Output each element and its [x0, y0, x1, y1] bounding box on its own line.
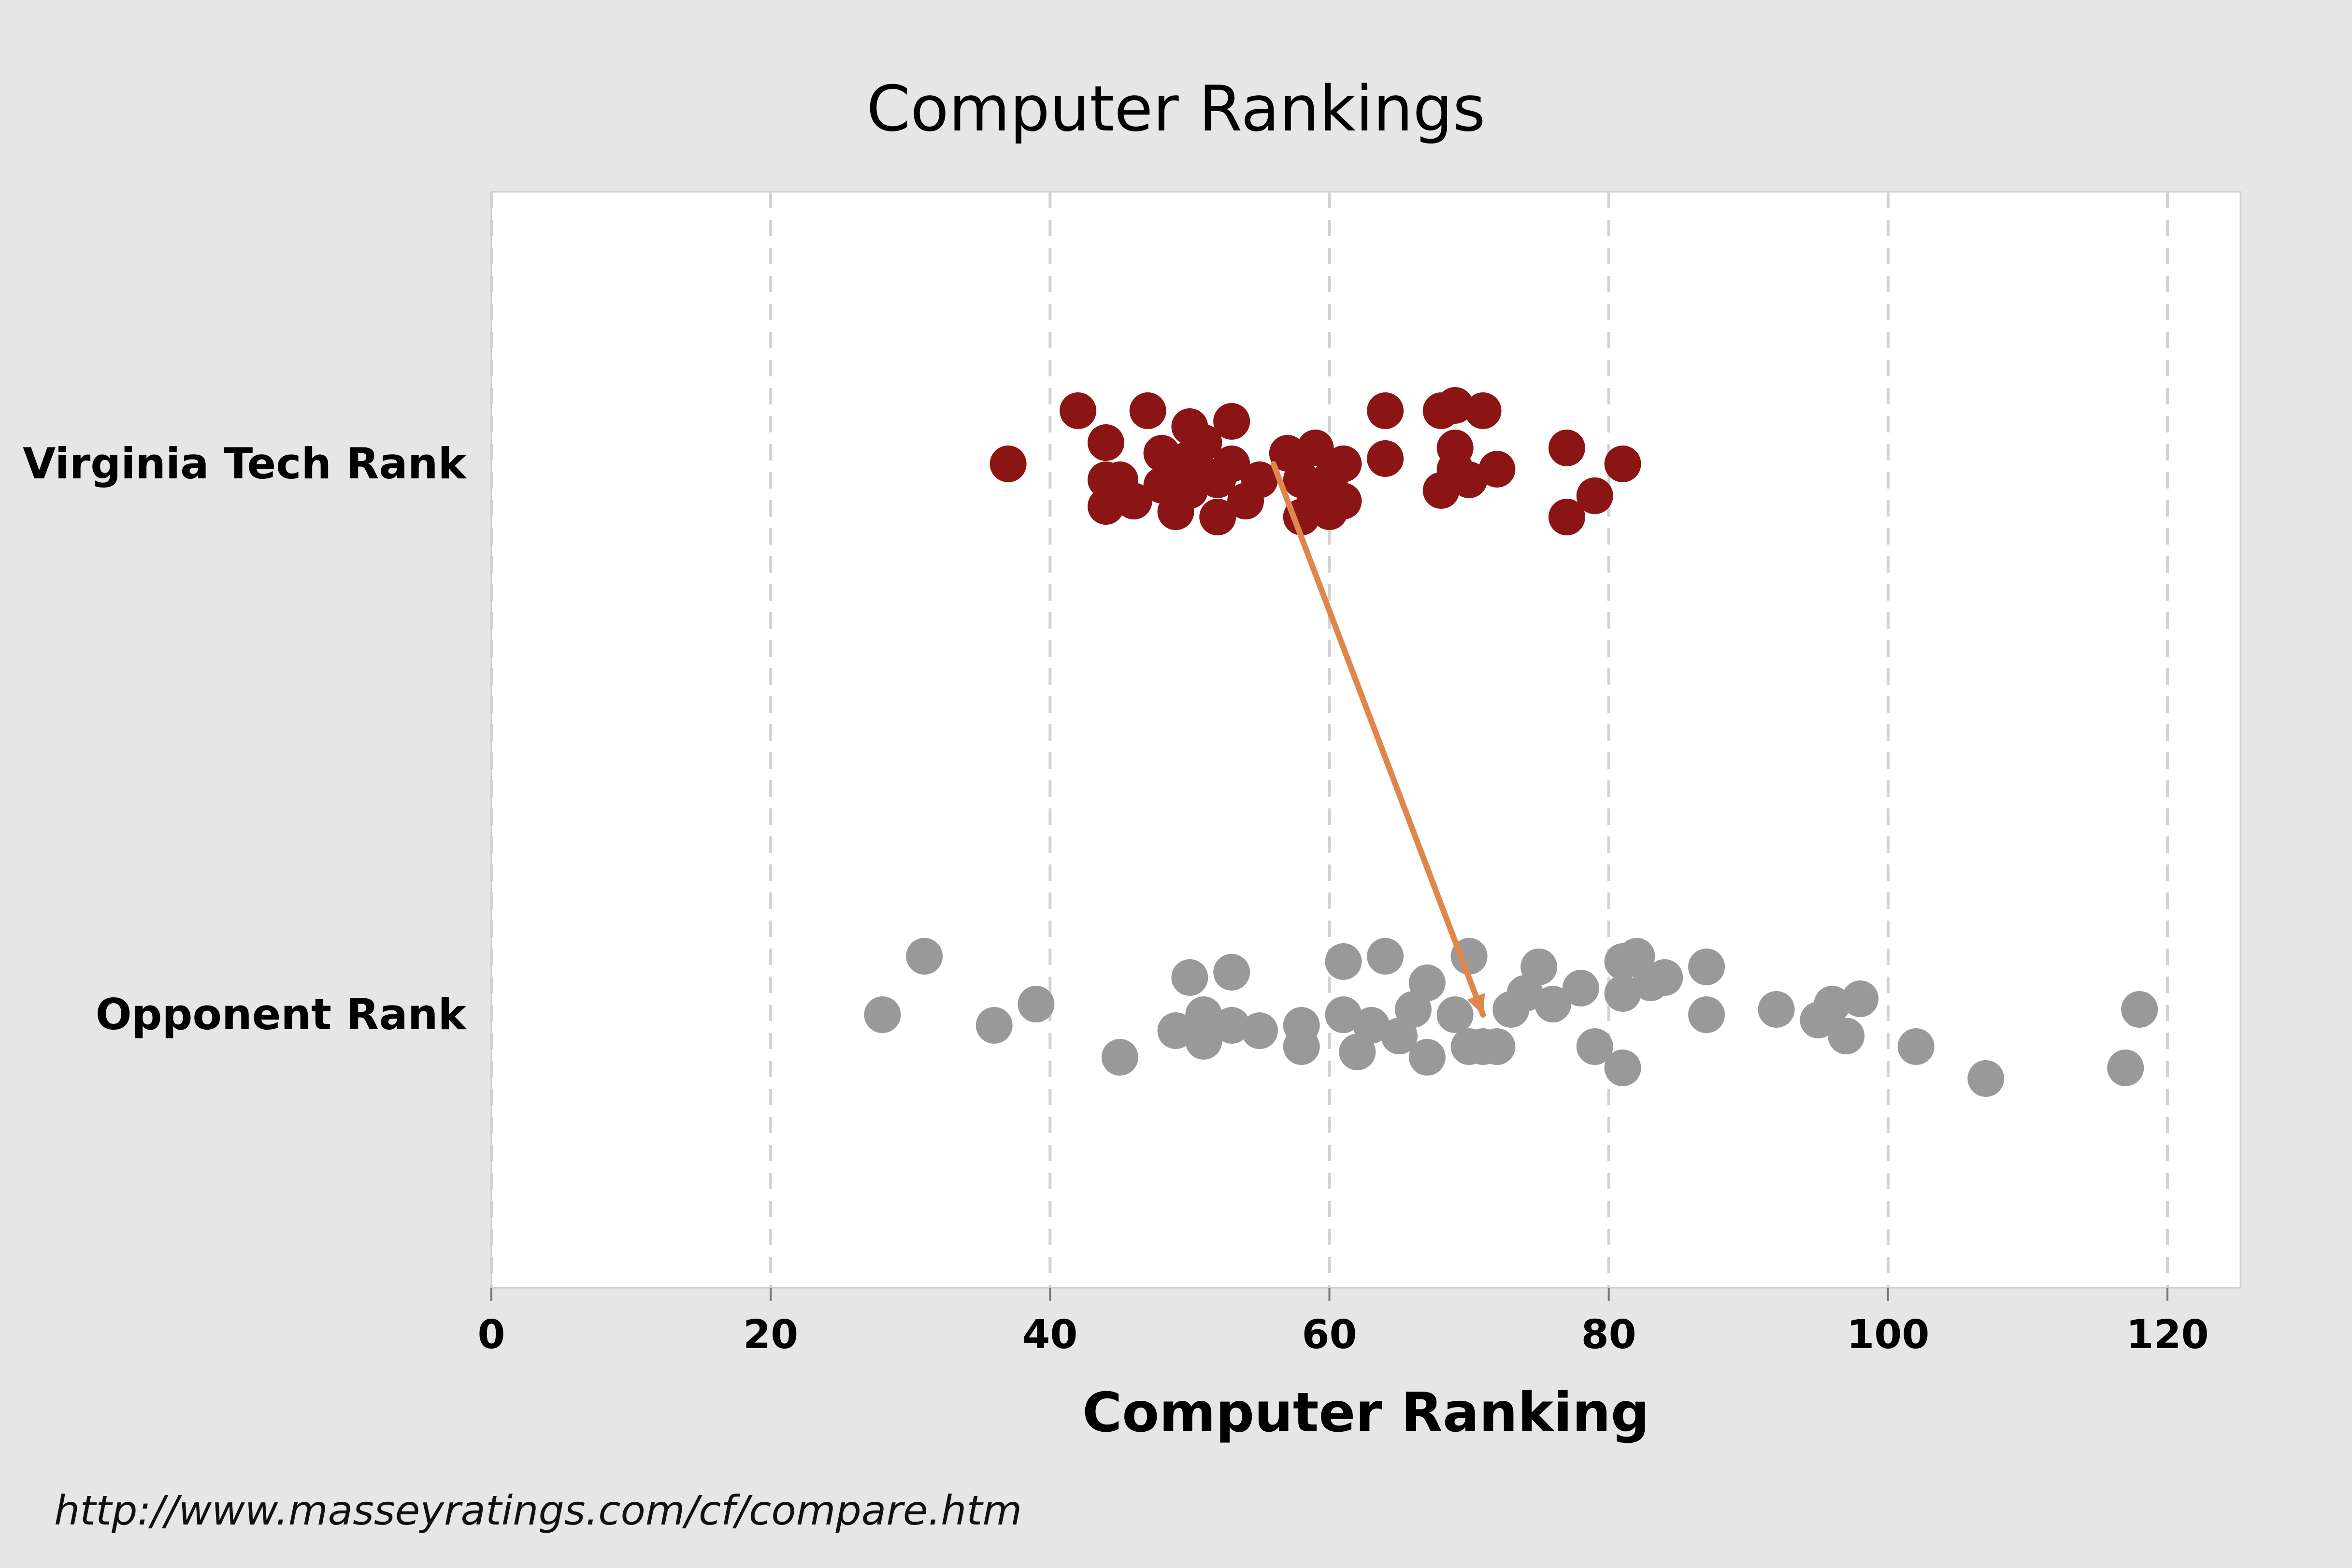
- data-point: [1548, 499, 1585, 535]
- data-point: [1576, 1028, 1613, 1065]
- data-point: [864, 996, 901, 1033]
- data-point: [1828, 1018, 1865, 1054]
- data-point: [1604, 975, 1641, 1012]
- data-point: [1436, 996, 1474, 1033]
- data-point: [1814, 986, 1851, 1022]
- data-point: [975, 1007, 1013, 1044]
- data-point: [1241, 461, 1278, 498]
- data-point: [1688, 949, 1725, 985]
- x-tick-label: 20: [743, 1312, 798, 1358]
- data-point: [1478, 1028, 1516, 1065]
- data-point: [1408, 964, 1446, 1001]
- data-point: [906, 938, 943, 975]
- data-point: [1897, 1028, 1935, 1065]
- data-point: [1367, 440, 1404, 477]
- data-point: [1087, 424, 1124, 461]
- data-point: [1213, 403, 1250, 440]
- data-point: [1171, 959, 1208, 996]
- x-tick-label: 0: [477, 1312, 505, 1358]
- data-point: [1367, 938, 1404, 975]
- data-point: [1604, 1050, 1641, 1086]
- data-point: [1129, 392, 1166, 429]
- data-point: [1548, 430, 1585, 466]
- y-axis-categories: Virginia Tech Rank Opponent Rank: [23, 439, 467, 1039]
- arrow-shaft: [1270, 461, 1486, 1018]
- x-tick-label: 80: [1581, 1312, 1636, 1358]
- x-grid-lines: [490, 192, 2169, 1288]
- data-point: [1325, 446, 1362, 482]
- data-point: [1450, 461, 1488, 498]
- data-point: [1185, 1023, 1222, 1060]
- x-axis: 0 20 40 60 80 100 120: [477, 1288, 2209, 1358]
- data-point: [1604, 446, 1641, 482]
- x-tick-label: 40: [1022, 1312, 1077, 1358]
- x-tick-label: 100: [1847, 1312, 1929, 1358]
- data-point: [2121, 991, 2158, 1028]
- data-point: [1576, 477, 1613, 514]
- data-point: [1157, 1012, 1194, 1049]
- data-point: [1562, 970, 1599, 1007]
- data-point: [1688, 996, 1725, 1033]
- data-point: [1213, 954, 1250, 991]
- data-point: [990, 446, 1027, 482]
- data-point: [1213, 1007, 1250, 1044]
- data-point: [1535, 986, 1572, 1022]
- data-point: [1060, 392, 1097, 429]
- data-point: [1241, 1012, 1278, 1049]
- y-category-label: Virginia Tech Rank: [23, 439, 467, 489]
- data-point: [1758, 991, 1795, 1028]
- data-point: [1353, 1007, 1390, 1044]
- annotation-arrow: [1270, 461, 1486, 1018]
- data-point: [1213, 446, 1250, 482]
- data-point: [1018, 986, 1055, 1022]
- data-point: [1185, 996, 1222, 1033]
- data-point: [1408, 1039, 1446, 1076]
- data-point: [2107, 1050, 2144, 1086]
- x-axis-label: Computer Ranking: [1082, 1381, 1649, 1444]
- data-point: [1646, 959, 1683, 996]
- data-point: [1478, 451, 1516, 488]
- series-group: [990, 387, 1641, 535]
- data-point: [1842, 980, 1879, 1017]
- data-point: [1464, 392, 1502, 429]
- data-point: [1325, 483, 1362, 519]
- series-group: [864, 938, 2158, 1097]
- data-series: [864, 387, 2158, 1097]
- data-point: [1367, 392, 1404, 429]
- data-point: [1199, 499, 1236, 535]
- data-point: [1967, 1060, 2005, 1097]
- x-tick-label: 120: [2126, 1312, 2209, 1358]
- data-point: [1436, 387, 1474, 424]
- source-url: http://www.masseyratings.com/cf/compare.…: [54, 1487, 1022, 1534]
- y-category-label: Opponent Rank: [96, 990, 468, 1039]
- plot-area: [490, 191, 2241, 1289]
- data-point: [1520, 949, 1558, 985]
- data-point: [1115, 483, 1152, 519]
- data-point: [1325, 943, 1362, 980]
- x-tick-label: 60: [1302, 1312, 1357, 1358]
- chart-title: Computer Rankings: [866, 72, 1485, 145]
- data-point: [1297, 430, 1334, 466]
- data-point: [1325, 996, 1362, 1033]
- data-point: [1185, 424, 1222, 461]
- data-point: [1101, 1039, 1138, 1076]
- arrow-head: [1467, 993, 1485, 1015]
- data-point: [1283, 1028, 1320, 1065]
